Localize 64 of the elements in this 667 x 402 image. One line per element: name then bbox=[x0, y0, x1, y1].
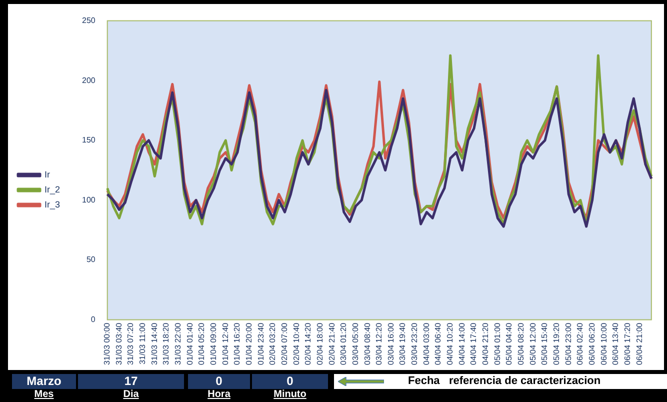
x-tick-label: 01/04 16:20 bbox=[232, 322, 242, 366]
x-tick-label: 05/04 04:40 bbox=[504, 322, 514, 366]
x-tick-label: 01/04 23:40 bbox=[256, 322, 266, 366]
text: Marzo bbox=[12, 374, 76, 389]
text: Minuto bbox=[272, 389, 308, 401]
x-tick-label: 01/04 09:00 bbox=[209, 322, 218, 366]
x-tick-label: 04/04 03:00 bbox=[422, 322, 431, 366]
x-tick-label: 04/04 06:40 bbox=[434, 322, 443, 366]
text: Fecha referencia de caracterizacion bbox=[408, 374, 601, 389]
text: Dia bbox=[122, 389, 140, 401]
x-tick-label: 05/04 01:00 bbox=[492, 322, 502, 366]
x-tick-label: 06/04 21:00 bbox=[634, 322, 644, 366]
y-tick-label: 150 bbox=[82, 136, 96, 145]
x-tick-label: 03/04 12:20 bbox=[374, 322, 384, 366]
legend-label: Ir_3 bbox=[44, 199, 60, 210]
x-tick-label: 31/03 00:00 bbox=[102, 322, 112, 366]
x-tick-label: 03/04 16:00 bbox=[386, 322, 396, 366]
x-tick-label: 02/04 18:00 bbox=[315, 322, 324, 366]
x-tick-label: 02/04 10:40 bbox=[292, 322, 301, 366]
x-tick-label: 03/04 01:20 bbox=[339, 322, 348, 366]
x-tick-label: 03/04 19:40 bbox=[398, 322, 408, 366]
x-tick-label: 02/04 14:20 bbox=[304, 322, 313, 366]
text: Mes bbox=[33, 389, 55, 401]
x-tick-label: 05/04 15:40 bbox=[540, 322, 550, 366]
x-tick-label: 06/04 02:40 bbox=[576, 322, 585, 366]
text: 0 bbox=[252, 374, 328, 389]
x-tick-label: 02/04 07:00 bbox=[280, 322, 289, 366]
legend-label: Ir_2 bbox=[44, 184, 60, 194]
x-tick-label: 06/04 17:20 bbox=[622, 322, 632, 366]
text: Hora bbox=[206, 389, 232, 401]
x-tick-label: 04/04 17:40 bbox=[469, 322, 478, 366]
legend-label: Ir bbox=[44, 169, 50, 180]
x-tick-label: 05/04 23:00 bbox=[564, 322, 573, 366]
y-tick-label: 100 bbox=[82, 195, 96, 204]
x-tick-label: 31/03 07:20 bbox=[126, 322, 136, 366]
x-tick-label: 31/03 18:20 bbox=[162, 322, 171, 366]
x-tick-label: 04/04 21:20 bbox=[481, 322, 490, 366]
x-tick-label: 31/03 03:40 bbox=[114, 322, 124, 366]
y-tick-label: 0 bbox=[90, 314, 96, 324]
x-tick-label: 06/04 13:40 bbox=[611, 322, 620, 366]
x-tick-label: 06/04 10:00 bbox=[599, 322, 608, 366]
x-tick-label: 04/04 14:00 bbox=[457, 322, 466, 366]
x-tick-label: 06/04 06:20 bbox=[587, 322, 596, 366]
x-tick-label: 31/03 22:00 bbox=[174, 322, 183, 366]
x-tick-label: 04/04 10:20 bbox=[446, 322, 455, 366]
x-tick-label: 05/04 08:20 bbox=[516, 322, 526, 366]
x-tick-label: 01/04 05:20 bbox=[197, 322, 206, 366]
x-tick-label: 03/04 23:20 bbox=[410, 322, 420, 366]
x-tick-label: 03/04 08:40 bbox=[362, 322, 372, 366]
y-tick-label: 50 bbox=[86, 255, 96, 264]
x-tick-label: 02/04 03:20 bbox=[268, 322, 278, 366]
x-tick-label: 01/04 20:00 bbox=[244, 322, 254, 366]
y-tick-label: 200 bbox=[82, 76, 96, 85]
text: 17 bbox=[78, 374, 184, 389]
x-tick-label: 03/04 05:00 bbox=[350, 322, 360, 366]
text: 0 bbox=[188, 374, 250, 389]
x-tick-label: 05/04 12:00 bbox=[528, 322, 538, 366]
x-tick-label: 02/04 21:40 bbox=[327, 322, 336, 366]
y-tick-label: 250 bbox=[82, 16, 96, 26]
x-tick-label: 05/04 19:20 bbox=[552, 322, 561, 366]
x-tick-label: 01/04 01:40 bbox=[185, 322, 194, 366]
x-tick-label: 31/03 11:00 bbox=[138, 322, 148, 364]
x-tick-label: 01/04 12:40 bbox=[220, 322, 230, 366]
x-tick-label: 31/03 14:40 bbox=[150, 322, 159, 366]
